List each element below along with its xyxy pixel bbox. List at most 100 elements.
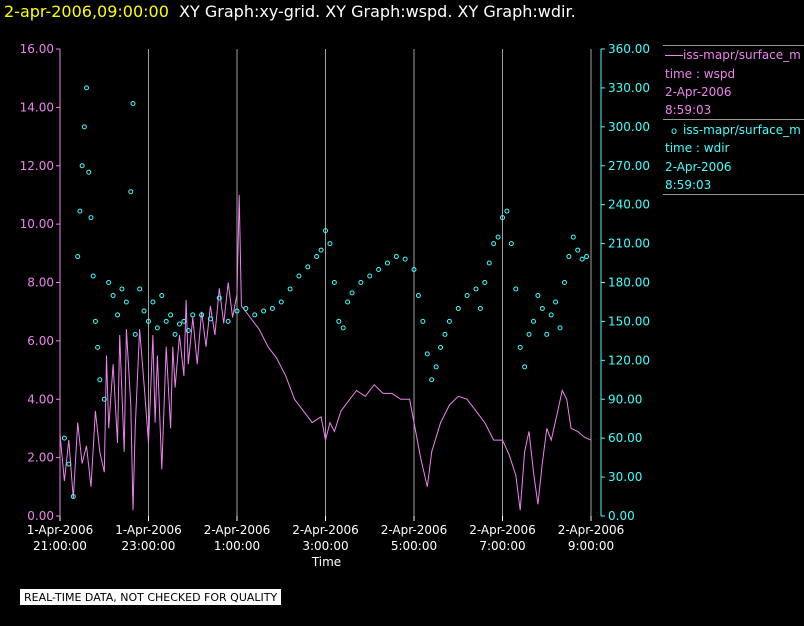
wdir-data-point — [225, 318, 231, 324]
legend-separator — [663, 119, 804, 120]
wdir-data-point — [482, 280, 488, 285]
legend-wdir-axes: time : wdir — [665, 141, 730, 155]
wdir-data-point — [261, 308, 267, 314]
wdir-data-point — [314, 254, 320, 260]
wdir-data-point — [486, 260, 492, 266]
wdir-data-point — [172, 331, 178, 337]
legend-wdir-time: 8:59:03 — [665, 178, 712, 192]
right-y-tick-label: 240.00 — [608, 198, 650, 212]
wdir-data-point — [154, 325, 160, 331]
wdir-data-point — [61, 435, 67, 441]
wdir-data-point — [376, 267, 382, 273]
left-y-tick-label: 12.00 — [20, 159, 54, 173]
wdir-data-point — [393, 254, 399, 260]
wdir-data-point — [305, 264, 311, 270]
wdir-data-point — [318, 247, 324, 253]
wdir-data-point — [97, 377, 103, 383]
x-tick-label-time: 7:00:00 — [479, 539, 525, 553]
wdir-data-point — [278, 299, 284, 305]
wdir-data-point — [81, 124, 87, 130]
wdir-data-point — [535, 292, 541, 298]
right-y-tick-label: 90.00 — [608, 392, 642, 406]
wdir-data-point — [88, 215, 94, 221]
wdir-data-point — [433, 364, 439, 370]
left-y-tick-label: 8.00 — [27, 276, 54, 290]
wdir-data-point — [455, 305, 461, 311]
wdir-data-point — [331, 280, 337, 285]
wdir-data-point — [75, 254, 81, 260]
wdir-data-point — [128, 189, 134, 195]
x-tick-label-date: 1-Apr-2006 — [27, 523, 94, 537]
wdir-data-point — [575, 247, 581, 253]
wdir-data-point — [123, 299, 129, 305]
x-tick-label-time: 9:00:00 — [568, 539, 614, 553]
x-tick-label-date: 2-Apr-2006 — [469, 523, 536, 537]
wdir-data-point — [340, 325, 346, 331]
x-tick-label-time: 21:00:00 — [33, 539, 87, 553]
wdir-data-point — [508, 241, 514, 247]
x-axis-label: Time — [311, 555, 341, 569]
wdir-data-point — [513, 286, 519, 292]
wdir-data-point — [477, 305, 483, 311]
wdir-data-point — [504, 208, 510, 214]
wdir-data-point — [137, 286, 143, 292]
quality-disclaimer: REAL-TIME DATA, NOT CHECKED FOR QUALITY — [20, 589, 282, 605]
wdir-data-point — [345, 299, 351, 305]
wdir-data-point — [90, 273, 96, 279]
wdir-data-point — [77, 208, 83, 214]
wdir-data-point — [548, 312, 554, 318]
wdir-data-point — [561, 280, 567, 285]
wdir-data-point — [367, 273, 373, 279]
wdir-data-point — [517, 344, 523, 350]
wdir-data-point — [176, 321, 182, 327]
wdir-data-point — [95, 344, 101, 350]
x-tick-label-time: 3:00:00 — [302, 539, 348, 553]
x-tick-label-time: 5:00:00 — [391, 539, 437, 553]
left-y-tick-label: 10.00 — [20, 217, 54, 231]
wdir-data-point — [243, 305, 249, 311]
x-tick-label-date: 2-Apr-2006 — [381, 523, 448, 537]
wdir-data-point — [384, 260, 390, 266]
wdir-data-point — [110, 292, 116, 298]
chart-graph-names: XY Graph:xy-grid. XY Graph:wspd. XY Grap… — [179, 2, 576, 21]
wdir-data-point — [269, 305, 275, 311]
legend-wspd-axes: time : wspd — [665, 67, 736, 81]
wdir-data-point — [181, 318, 187, 324]
wdir-data-point — [79, 163, 85, 169]
x-tick-label-date: 1-Apr-2006 — [115, 523, 182, 537]
left-y-tick-label: 6.00 — [27, 334, 54, 348]
wdir-data-point — [323, 228, 328, 234]
wdir-data-point — [358, 280, 364, 285]
wdir-data-point — [438, 344, 444, 350]
wdir-data-point — [207, 316, 213, 322]
right-y-tick-label: 300.00 — [608, 120, 650, 134]
wdir-data-point — [429, 377, 435, 383]
wdir-data-point — [336, 318, 342, 324]
wdir-data-point — [442, 331, 448, 337]
wdir-data-point — [234, 308, 240, 314]
wdir-data-point — [557, 325, 563, 331]
x-tick-label-date: 2-Apr-2006 — [558, 523, 625, 537]
right-y-tick-label: 150.00 — [608, 314, 650, 328]
legend-wspd-time: 8:59:03 — [665, 103, 712, 117]
x-tick-label-date: 2-Apr-2006 — [292, 523, 359, 537]
wdir-data-point — [526, 331, 532, 337]
legend: iss-mapr/surface_m time : wspd 2-Apr-200… — [663, 45, 804, 195]
wdir-data-point — [252, 312, 258, 318]
legend-wspd-source: iss-mapr/surface_m — [683, 48, 801, 62]
wdir-data-point — [190, 312, 196, 318]
x-tick-label-time: 23:00:00 — [122, 539, 176, 553]
wdir-data-point — [446, 318, 452, 324]
wdir-data-point — [199, 312, 205, 318]
wdir-data-point — [464, 292, 470, 298]
wdir-data-point — [402, 256, 408, 262]
wdir-data-point — [570, 234, 576, 240]
wdir-data-point — [141, 308, 147, 314]
wdir-data-point — [92, 318, 98, 324]
wdir-data-point — [216, 295, 222, 301]
wdir-data-point — [566, 254, 572, 260]
wdir-data-point — [159, 292, 165, 298]
wdir-data-point — [473, 286, 479, 292]
right-y-tick-label: 330.00 — [608, 81, 650, 95]
wdir-data-point — [415, 292, 421, 298]
